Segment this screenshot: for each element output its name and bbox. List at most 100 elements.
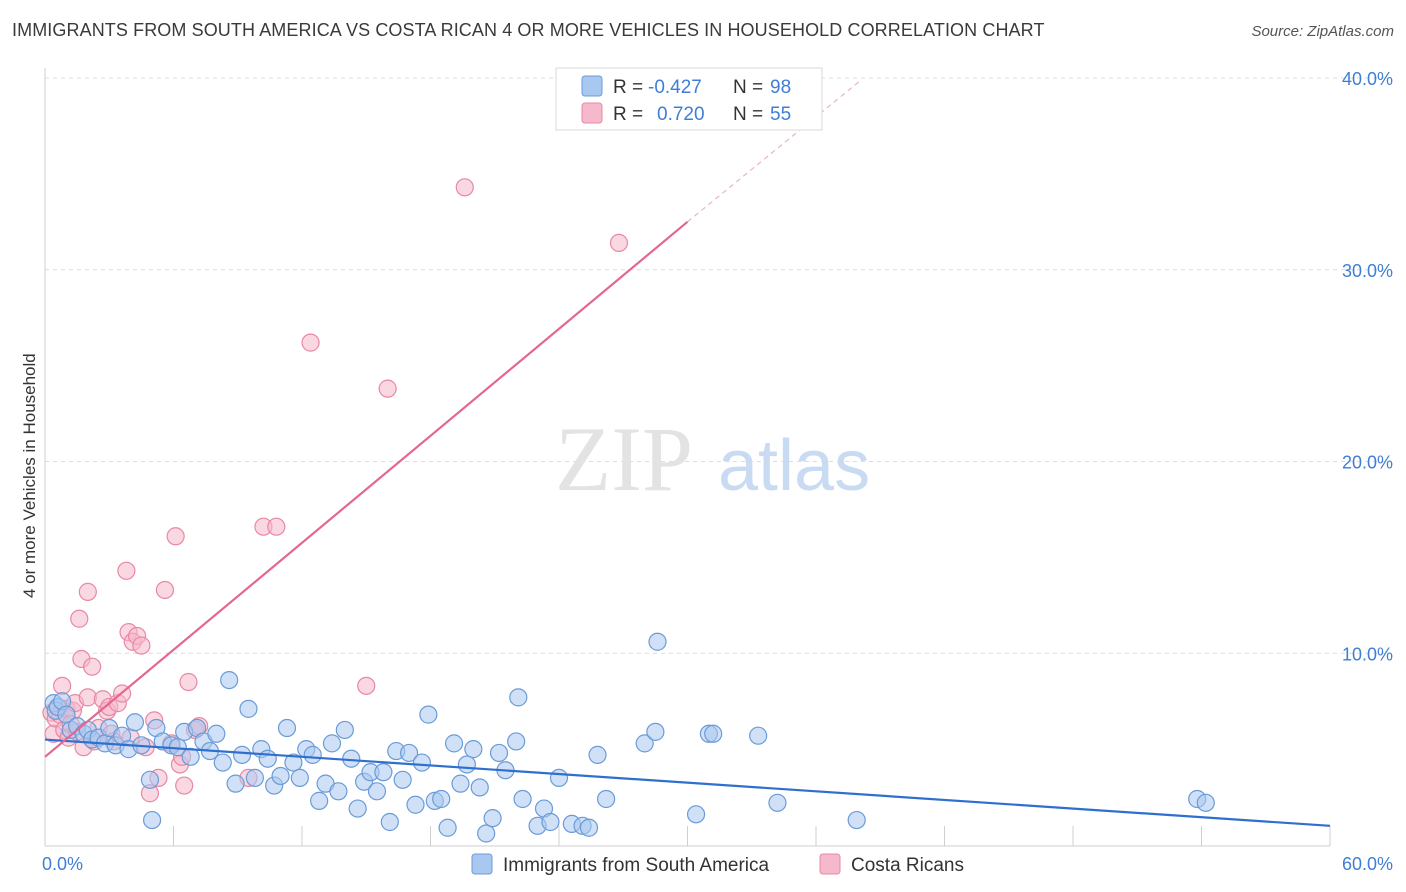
gridlines bbox=[45, 77, 1390, 654]
n-value-pink: 55 bbox=[770, 104, 791, 125]
y-tick-label: 30.0% bbox=[1342, 261, 1393, 281]
n-label-blue: N = bbox=[733, 77, 763, 98]
south-america-point bbox=[399, 743, 419, 763]
south-america-point bbox=[348, 799, 367, 818]
costa-ricans-point bbox=[301, 333, 320, 352]
south-america-point bbox=[239, 699, 258, 718]
costa-ricans-point bbox=[78, 582, 97, 601]
stats-legend: R = -0.427 N = 98 R = 0.720 N = 55 bbox=[555, 67, 823, 131]
south-america-point bbox=[380, 812, 399, 832]
r-label-blue: R = bbox=[613, 77, 643, 98]
costa-ricans-trend-extension bbox=[687, 81, 860, 223]
south-america-point bbox=[847, 810, 866, 830]
south-america-point bbox=[284, 753, 303, 772]
y-tick-label: 10.0% bbox=[1342, 644, 1393, 664]
south-america-point bbox=[648, 632, 667, 651]
south-america-point bbox=[483, 809, 502, 828]
legend-label-costa-ricans: Costa Ricans bbox=[851, 855, 964, 876]
axes bbox=[44, 68, 1331, 847]
south-america-point bbox=[393, 770, 412, 789]
south-america-point bbox=[271, 766, 290, 786]
costa-ricans-point bbox=[53, 676, 72, 695]
south-america-point bbox=[245, 768, 264, 787]
costa-ricans-trend-line bbox=[44, 220, 689, 758]
south-america-point bbox=[509, 688, 528, 707]
south-america-point bbox=[541, 812, 560, 832]
legend-swatch-south-america bbox=[471, 853, 493, 875]
costa-ricans-point bbox=[70, 609, 89, 628]
south-america-point bbox=[432, 789, 451, 809]
south-america-point bbox=[438, 818, 457, 837]
costa-ricans-point bbox=[179, 672, 198, 692]
south-america-point bbox=[470, 778, 489, 797]
south-america-trend-line bbox=[44, 738, 1331, 827]
south-america-point bbox=[329, 782, 348, 801]
south-america-point bbox=[412, 753, 432, 772]
south-america-point bbox=[226, 774, 245, 793]
south-america-point bbox=[686, 805, 706, 824]
south-america-point bbox=[207, 724, 226, 743]
south-america-point bbox=[646, 722, 665, 741]
r-label-pink: R = bbox=[613, 104, 643, 125]
tick-labels: 10.0% 20.0% 30.0% 40.0% 0.0% 60.0% bbox=[42, 69, 1393, 874]
south-america-point bbox=[588, 745, 607, 764]
south-america-point bbox=[635, 734, 654, 753]
x-tick-label: 0.0% bbox=[42, 854, 83, 874]
south-america-point bbox=[513, 789, 532, 809]
costa-ricans-point bbox=[166, 527, 185, 546]
costa-ricans-point bbox=[175, 776, 194, 795]
south-america-point bbox=[220, 670, 239, 690]
south-america-point bbox=[290, 768, 309, 787]
costa-ricans-point bbox=[155, 580, 175, 600]
legend-swatch-costa-ricans bbox=[819, 853, 841, 875]
south-america-point bbox=[768, 793, 787, 812]
south-america-point bbox=[444, 734, 464, 753]
y-tick-label: 40.0% bbox=[1342, 69, 1393, 89]
south-america-point bbox=[704, 724, 723, 743]
costa-ricans-points bbox=[42, 178, 629, 803]
costa-ricans-point bbox=[378, 379, 397, 398]
south-america-point bbox=[749, 726, 768, 745]
south-america-point bbox=[277, 718, 297, 738]
south-america-point bbox=[142, 810, 162, 830]
trend-lines bbox=[44, 81, 1331, 827]
n-value-blue: 98 bbox=[770, 77, 791, 98]
south-america-point bbox=[232, 745, 252, 764]
south-america-point bbox=[303, 745, 322, 764]
watermark-zip: ZIP bbox=[555, 408, 693, 510]
r-value-pink: 0.720 bbox=[657, 104, 705, 125]
south-america-point bbox=[374, 763, 393, 782]
costa-ricans-point bbox=[609, 233, 629, 253]
south-america-point bbox=[549, 768, 569, 787]
source-label: Source: ZipAtlas.com bbox=[1251, 23, 1394, 40]
watermark: ZIP atlas bbox=[555, 408, 870, 510]
south-america-point bbox=[140, 770, 160, 789]
south-america-point bbox=[451, 774, 470, 793]
south-america-point bbox=[258, 749, 277, 768]
south-america-points bbox=[44, 632, 1215, 843]
stats-swatch-pink bbox=[581, 102, 603, 124]
costa-ricans-point bbox=[117, 561, 136, 580]
costa-ricans-point bbox=[83, 657, 102, 676]
south-america-point bbox=[213, 753, 232, 772]
south-america-point bbox=[457, 755, 477, 774]
chart-title: IMMIGRANTS FROM SOUTH AMERICA VS COSTA R… bbox=[12, 20, 1045, 40]
south-america-point bbox=[464, 740, 483, 759]
south-america-point bbox=[322, 734, 342, 753]
south-america-point bbox=[310, 791, 329, 810]
legend-label-south-america: Immigrants from South America bbox=[503, 855, 770, 876]
y-tick-label: 20.0% bbox=[1342, 453, 1393, 473]
series-legend: Immigrants from South America Costa Rica… bbox=[471, 853, 964, 876]
r-value-blue: -0.427 bbox=[648, 77, 702, 98]
south-america-point bbox=[489, 743, 509, 763]
watermark-atlas: atlas bbox=[718, 426, 870, 506]
costa-ricans-point bbox=[267, 517, 286, 536]
south-america-point bbox=[406, 795, 425, 814]
south-america-point bbox=[367, 782, 387, 801]
n-label-pink: N = bbox=[733, 104, 763, 125]
south-america-point bbox=[579, 818, 599, 837]
south-america-point bbox=[419, 705, 438, 724]
costa-ricans-point bbox=[78, 688, 97, 707]
south-america-point bbox=[507, 732, 526, 751]
costa-ricans-point bbox=[357, 676, 376, 695]
